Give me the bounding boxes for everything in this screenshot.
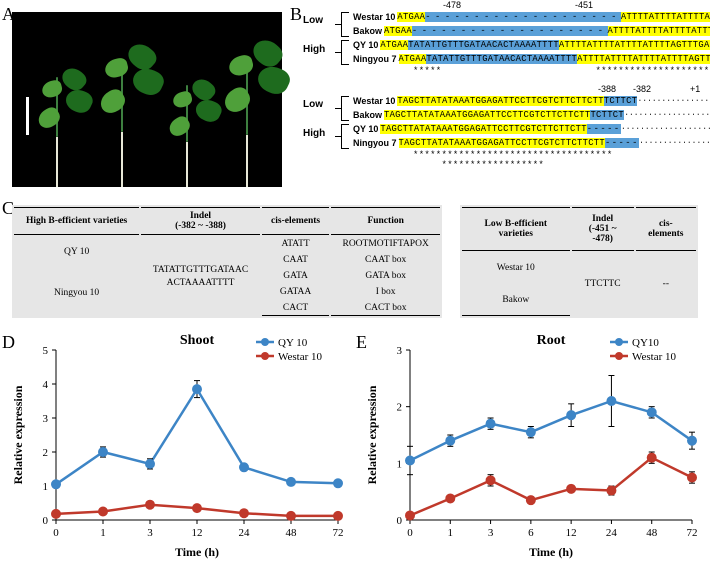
svg-text:4: 4 <box>43 379 49 391</box>
table-left: High B-efficient varietiesIndel (-382 ~ … <box>12 205 442 318</box>
panel-d-chart: 01234501312244872Time (h)Relative expres… <box>8 330 348 560</box>
svg-text:24: 24 <box>606 527 618 539</box>
scale-bar <box>26 97 29 135</box>
svg-text:3: 3 <box>488 527 494 539</box>
panel-a-photo <box>12 12 282 187</box>
svg-text:Time (h): Time (h) <box>175 545 219 559</box>
table-right: Low B-efficient varietiesIndel (-451 ~ -… <box>460 205 698 318</box>
svg-text:Root: Root <box>537 333 566 348</box>
svg-text:3: 3 <box>397 345 403 357</box>
svg-text:Shoot: Shoot <box>180 333 215 348</box>
svg-text:1: 1 <box>397 458 403 470</box>
svg-text:24: 24 <box>239 527 251 539</box>
svg-text:12: 12 <box>566 527 577 539</box>
svg-text:1: 1 <box>448 527 454 539</box>
svg-text:5: 5 <box>43 345 49 357</box>
svg-text:3: 3 <box>43 413 49 425</box>
panel-b-sequences: -478-451LowHighWestar 10ATGAA-----------… <box>295 10 703 188</box>
svg-text:72: 72 <box>333 527 344 539</box>
svg-text:1: 1 <box>43 481 49 493</box>
svg-text:3: 3 <box>147 527 153 539</box>
panel-e-chart: 0123013612244872Time (h)Relative express… <box>362 330 702 560</box>
svg-text:72: 72 <box>687 527 698 539</box>
svg-text:Time (h): Time (h) <box>529 545 573 559</box>
svg-text:0: 0 <box>407 527 413 539</box>
svg-text:0: 0 <box>43 515 49 527</box>
svg-text:1: 1 <box>100 527 106 539</box>
svg-text:Westar 10: Westar 10 <box>278 351 323 363</box>
svg-text:Relative expression: Relative expression <box>11 385 25 484</box>
svg-text:Westar 10: Westar 10 <box>632 351 677 363</box>
svg-text:48: 48 <box>286 527 298 539</box>
svg-text:QY10: QY10 <box>632 337 659 349</box>
svg-text:0: 0 <box>53 527 59 539</box>
seq-block-1: -478-451LowHighWestar 10ATGAA-----------… <box>295 10 703 76</box>
seq-block-2: -388-382+1LowHighWestar 10TAGCTTATATAAAT… <box>295 94 703 170</box>
svg-text:48: 48 <box>646 527 658 539</box>
svg-text:2: 2 <box>43 447 49 459</box>
svg-text:0: 0 <box>397 515 403 527</box>
svg-text:QY 10: QY 10 <box>278 337 308 349</box>
svg-text:2: 2 <box>397 402 403 414</box>
svg-text:12: 12 <box>192 527 203 539</box>
svg-text:Relative expression: Relative expression <box>365 385 379 484</box>
svg-text:6: 6 <box>528 527 534 539</box>
panel-c-tables: High B-efficient varietiesIndel (-382 ~ … <box>12 205 698 318</box>
